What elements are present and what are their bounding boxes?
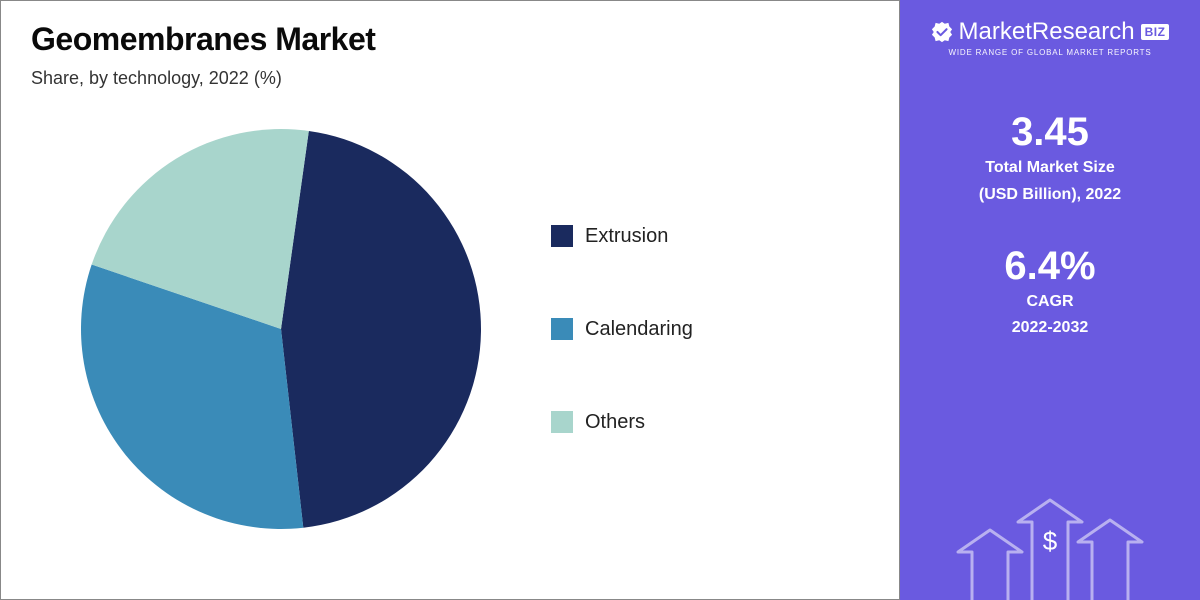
stat1-label-1: Total Market Size	[979, 158, 1121, 179]
stat-cagr: 6.4% CAGR 2022-2032	[1004, 246, 1095, 340]
right-panel: MarketResearch BIZ WIDE RANGE OF GLOBAL M…	[900, 0, 1200, 600]
stat1-value: 3.45	[979, 112, 1121, 152]
chart-area: Extrusion Calendaring Others	[31, 109, 869, 539]
pie-svg	[71, 119, 491, 539]
brand-line: MarketResearch BIZ	[931, 18, 1170, 46]
legend-item: Calendaring	[551, 318, 693, 341]
arrow-icon	[1078, 520, 1142, 600]
stat2-label-2: 2022-2032	[1004, 318, 1095, 339]
legend-swatch	[551, 318, 573, 340]
stat-market-size: 3.45 Total Market Size (USD Billion), 20…	[979, 112, 1121, 206]
arrows-icon: $	[950, 475, 1150, 600]
legend: Extrusion Calendaring Others	[551, 225, 693, 434]
legend-label: Extrusion	[585, 225, 668, 248]
stat1-label-2: (USD Billion), 2022	[979, 185, 1121, 206]
left-panel: Geomembranes Market Share, by technology…	[0, 0, 900, 600]
legend-item: Others	[551, 411, 693, 434]
legend-label: Others	[585, 411, 645, 434]
pie-chart	[71, 119, 491, 539]
brand-badge: BIZ	[1141, 24, 1170, 40]
brand-block: MarketResearch BIZ WIDE RANGE OF GLOBAL M…	[931, 18, 1170, 57]
stat2-value: 6.4%	[1004, 246, 1095, 286]
dollar-icon: $	[1043, 526, 1058, 556]
brand-main-text: MarketResearch	[959, 18, 1135, 46]
growth-arrows: $	[900, 475, 1200, 600]
chart-title: Geomembranes Market	[31, 21, 869, 58]
arrow-icon	[958, 530, 1022, 600]
chart-subtitle: Share, by technology, 2022 (%)	[31, 68, 869, 89]
brand-tagline: WIDE RANGE OF GLOBAL MARKET REPORTS	[931, 48, 1170, 57]
legend-label: Calendaring	[585, 318, 693, 341]
legend-swatch	[551, 225, 573, 247]
legend-item: Extrusion	[551, 225, 693, 248]
check-badge-icon	[931, 21, 953, 43]
stat2-label-1: CAGR	[1004, 292, 1095, 313]
legend-swatch	[551, 411, 573, 433]
pie-slice	[281, 131, 481, 528]
